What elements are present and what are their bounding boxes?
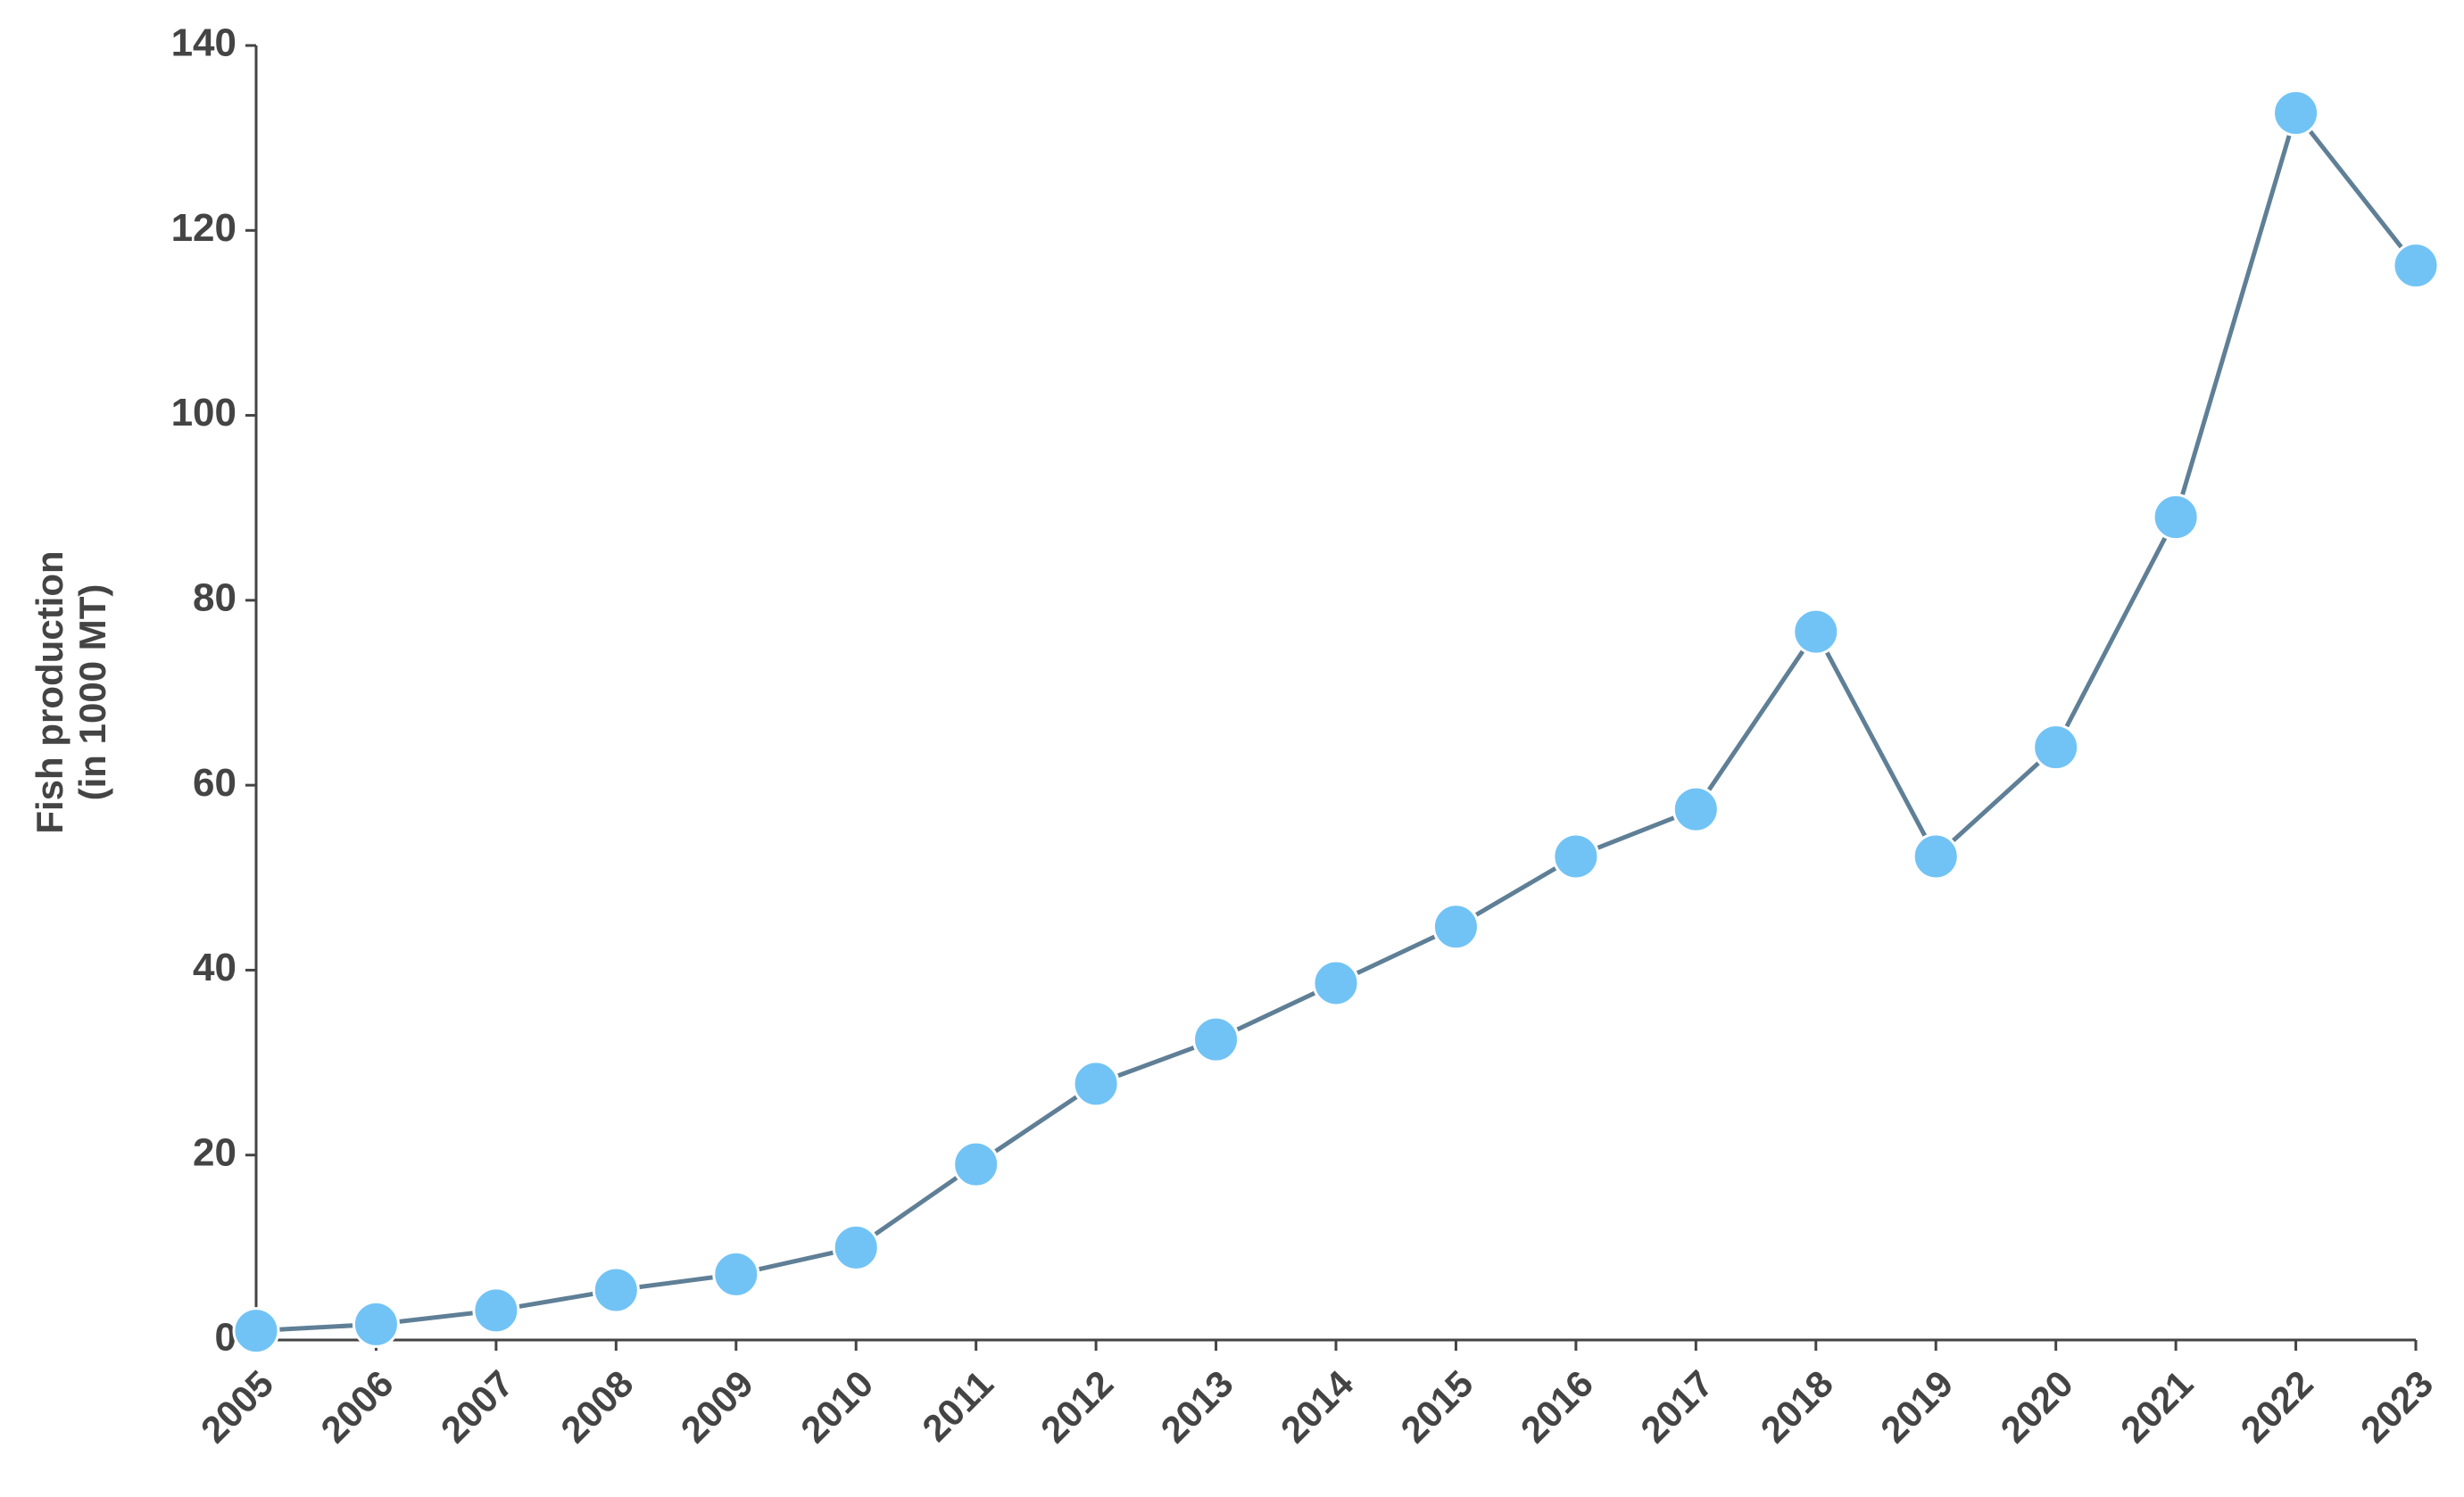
x-tick-label: 2021 — [2112, 1362, 2201, 1451]
data-point — [2272, 89, 2320, 137]
x-tick-label: 2010 — [792, 1362, 881, 1451]
data-point — [592, 1266, 640, 1314]
x-tick-label: 2019 — [1872, 1362, 1961, 1451]
y-tick-label: 120 — [171, 206, 236, 250]
x-tick-label: 2009 — [673, 1362, 761, 1451]
data-point — [952, 1140, 1000, 1188]
data-point — [1912, 832, 1960, 881]
x-tick-label: 2011 — [914, 1362, 1001, 1450]
data-point — [1431, 903, 1480, 951]
x-tick-label: 2015 — [1392, 1362, 1481, 1451]
x-tick-label: 2006 — [312, 1362, 401, 1451]
x-tick-label: 2020 — [1993, 1362, 2081, 1451]
data-point — [2152, 493, 2200, 542]
data-point — [1312, 959, 1360, 1007]
y-tick-label: 60 — [193, 761, 236, 805]
data-point — [352, 1300, 400, 1348]
x-tick-label: 2018 — [1753, 1362, 1841, 1451]
data-point — [712, 1250, 760, 1298]
data-point — [832, 1223, 880, 1271]
x-tick-label: 2017 — [1632, 1362, 1721, 1451]
data-point — [232, 1307, 280, 1355]
series-line — [255, 111, 2418, 1334]
y-axis-title: Fish production (in 1000 MT) — [29, 550, 113, 833]
data-point — [1072, 1060, 1120, 1108]
data-point — [1792, 608, 1840, 656]
x-tick-label: 2016 — [1513, 1362, 1601, 1451]
x-tick-label: 2023 — [2352, 1362, 2441, 1451]
y-axis-title-line: (in 1000 MT) — [71, 584, 113, 801]
y-tick-label: 20 — [193, 1130, 236, 1174]
y-axis-title-line: Fish production — [29, 550, 71, 833]
x-tick-label: 2012 — [1033, 1362, 1121, 1451]
x-tick-label: 2014 — [1273, 1362, 1362, 1452]
y-tick-label: 0 — [215, 1316, 236, 1360]
y-tick-label: 80 — [193, 575, 236, 619]
data-point — [472, 1286, 520, 1335]
x-tick-label: 2013 — [1152, 1362, 1240, 1451]
data-point — [2392, 242, 2440, 290]
x-tick-label: 2007 — [433, 1362, 521, 1451]
data-point — [1672, 785, 1720, 833]
y-tick-label: 40 — [193, 946, 236, 989]
x-tick-label: 2022 — [2232, 1362, 2320, 1451]
data-point — [1192, 1015, 1240, 1063]
x-tick-label: 2005 — [193, 1362, 281, 1451]
x-tick-label: 2008 — [552, 1362, 641, 1451]
y-tick-label: 140 — [171, 21, 236, 65]
y-tick-label: 100 — [171, 391, 236, 434]
data-point — [1552, 832, 1600, 881]
data-point — [2032, 724, 2080, 772]
